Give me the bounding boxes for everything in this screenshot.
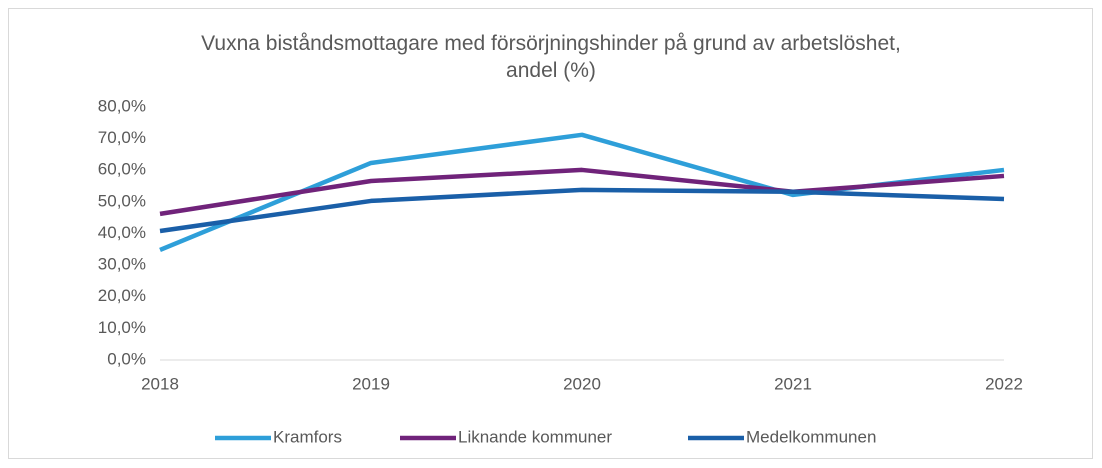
x-tick-label: 2019 xyxy=(352,374,390,393)
y-tick-label: 50,0% xyxy=(98,191,146,210)
series-line xyxy=(159,167,1005,217)
y-tick-label: 30,0% xyxy=(98,255,146,274)
legend-label: Medelkommunen xyxy=(746,427,876,446)
legend-label: Kramfors xyxy=(273,427,342,446)
series-line xyxy=(159,187,1005,234)
chart-title: Vuxna biståndsmottagare med försörjnings… xyxy=(201,32,901,82)
x-tick-label: 2018 xyxy=(141,374,179,393)
x-tick-label: 2022 xyxy=(985,374,1023,393)
y-tick-label: 40,0% xyxy=(98,223,146,242)
y-tick-label: 10,0% xyxy=(98,318,146,337)
y-tick-label: 60,0% xyxy=(98,160,146,179)
x-tick-label: 2020 xyxy=(563,374,601,393)
chart-border xyxy=(8,8,1093,459)
y-tick-label: 20,0% xyxy=(98,286,146,305)
y-tick-label: 80,0% xyxy=(98,96,146,115)
y-tick-label: 70,0% xyxy=(98,128,146,147)
y-tick-label: 0,0% xyxy=(107,349,146,368)
legend-label: Liknande kommuner xyxy=(458,427,612,446)
x-tick-label: 2021 xyxy=(774,374,812,393)
